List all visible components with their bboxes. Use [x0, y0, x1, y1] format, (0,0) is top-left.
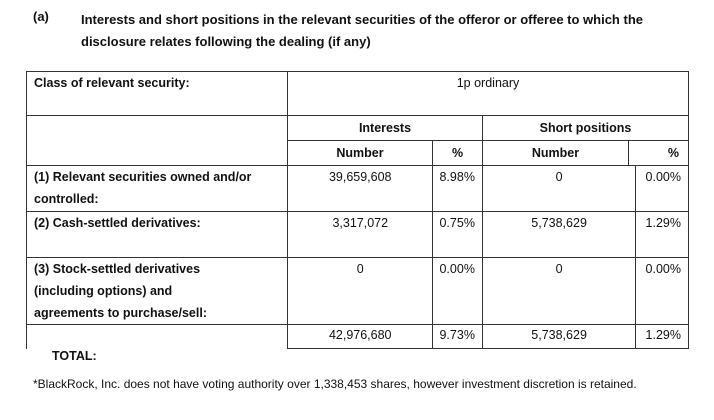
total-interest-number: 42,976,680	[328, 328, 392, 342]
interests-percent-header: %	[451, 146, 464, 160]
short-pct: 0.00%	[645, 262, 681, 276]
interests-number-header: Number	[288, 141, 433, 165]
total-short-number-cell: 5,738,629	[481, 324, 637, 349]
short-number: 5,738,629	[531, 216, 587, 230]
total-short-pct-cell: 1.29%	[635, 324, 689, 349]
row-label: (3) Stock-settled derivatives (including…	[27, 258, 287, 324]
class-row: Class of relevant security: 1p ordinary	[26, 71, 689, 116]
short-number-cell: 0	[481, 257, 637, 325]
total-blank-cell	[26, 324, 288, 349]
total-interest-pct-cell: 9.73%	[432, 324, 483, 349]
interest-pct: 8.98%	[439, 170, 475, 184]
interests-header: Interests	[288, 116, 482, 141]
short-pct-cell: 0.00%	[635, 165, 689, 212]
class-label: Class of relevant security:	[34, 76, 190, 90]
row-label-cell: (2) Cash-settled derivatives:	[26, 211, 288, 258]
positions-table: Class of relevant security: 1p ordinary …	[26, 71, 689, 349]
interest-pct: 0.00%	[439, 262, 475, 276]
total-short-number: 5,738,629	[531, 328, 587, 342]
interest-pct-cell: 8.98%	[432, 165, 483, 212]
row-label-cell: (3) Stock-settled derivatives (including…	[26, 257, 288, 325]
row-label-line: (1) Relevant securities owned and/or	[34, 170, 252, 184]
interests-header-cell: Interests Number %	[287, 115, 483, 166]
total-interest-pct: 9.73%	[439, 328, 475, 342]
class-value: 1p ordinary	[456, 76, 520, 90]
total-label: TOTAL:	[52, 349, 97, 363]
short-header-cell: Short positions Number %	[482, 115, 689, 166]
row-label-cell: (1) Relevant securities owned and/or con…	[26, 165, 288, 212]
class-label-cell: Class of relevant security:	[26, 71, 288, 116]
interest-number-cell: 0	[286, 257, 434, 325]
short-pct-cell: 0.00%	[635, 257, 689, 325]
table-row: (2) Cash-settled derivatives: 3,317,072 …	[26, 211, 689, 258]
section-heading: Interests and short positions in the rel…	[81, 12, 643, 49]
row-label-line: (including options) and	[34, 284, 173, 298]
short-pct: 0.00%	[645, 170, 681, 184]
interest-pct: 0.75%	[439, 216, 475, 230]
total-interest-number-cell: 42,976,680	[286, 324, 434, 349]
short-number: 0	[555, 170, 563, 184]
footnote: *BlackRock, Inc. does not have voting au…	[33, 377, 637, 391]
short-number-header: Number	[483, 141, 629, 165]
short-positions-header: Short positions	[483, 116, 688, 141]
row-label-line: agreements to purchase/sell:	[34, 306, 207, 320]
short-number-cell: 0	[481, 165, 637, 212]
section-label: (a)	[33, 9, 49, 24]
table-row: (1) Relevant securities owned and/or con…	[26, 165, 689, 212]
interest-number: 3,317,072	[332, 216, 389, 230]
row-label: (2) Cash-settled derivatives:	[34, 216, 201, 230]
row-label-line: (3) Stock-settled derivatives	[34, 262, 201, 276]
interest-pct-cell: 0.75%	[432, 211, 483, 258]
class-value-cell: 1p ordinary	[287, 71, 689, 116]
short-pct-cell: 1.29%	[635, 211, 689, 258]
short-number-cell: 5,738,629	[481, 211, 637, 258]
interest-number-cell: 3,317,072	[286, 211, 434, 258]
interest-pct-cell: 0.00%	[432, 257, 483, 325]
interest-number-cell: 39,659,608	[286, 165, 434, 212]
header-blank-cell	[26, 115, 288, 166]
short-percent-header: %	[667, 146, 679, 160]
row-label-line: controlled:	[34, 192, 99, 206]
table-row: (3) Stock-settled derivatives (including…	[26, 257, 689, 325]
row-label: (1) Relevant securities owned and/or con…	[27, 166, 287, 210]
interest-number: 0	[356, 262, 364, 276]
short-pct: 1.29%	[645, 216, 681, 230]
total-short-pct: 1.29%	[645, 328, 681, 342]
header-row: Interests Number % Short positions Numbe…	[26, 115, 689, 166]
short-number: 0	[555, 262, 563, 276]
interest-number: 39,659,608	[328, 170, 392, 184]
total-row: 42,976,680 9.73% 5,738,629 1.29%	[26, 324, 689, 349]
